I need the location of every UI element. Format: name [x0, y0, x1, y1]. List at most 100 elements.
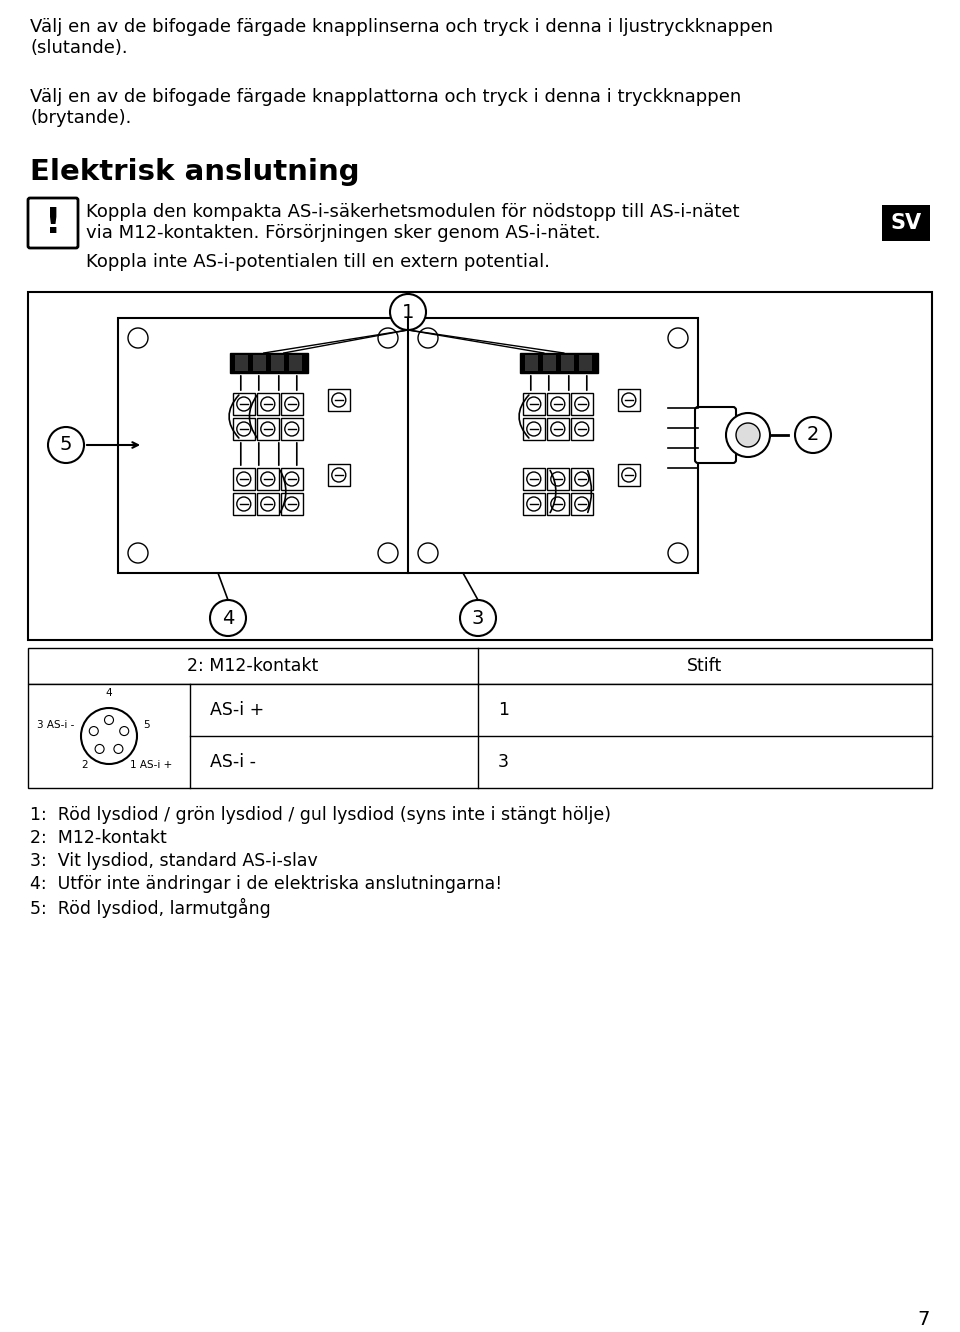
Text: 5: 5 [143, 719, 150, 730]
Text: 7: 7 [918, 1309, 930, 1329]
Circle shape [128, 328, 148, 348]
Circle shape [332, 393, 346, 408]
Bar [579, 356, 591, 372]
Circle shape [575, 422, 588, 436]
Circle shape [527, 397, 540, 412]
Circle shape [48, 428, 84, 464]
Text: 1: 1 [402, 302, 414, 321]
Circle shape [378, 328, 398, 348]
Text: 3: 3 [471, 609, 484, 627]
Circle shape [237, 472, 251, 486]
Bar [229, 353, 308, 373]
Text: 2: 2 [82, 761, 87, 770]
Bar [571, 393, 592, 416]
Bar [28, 685, 932, 789]
Circle shape [261, 497, 275, 511]
Circle shape [575, 397, 588, 412]
Bar [257, 393, 278, 416]
Text: SV: SV [891, 213, 922, 233]
Bar [257, 493, 278, 515]
FancyBboxPatch shape [28, 198, 78, 248]
Bar [271, 356, 284, 372]
Bar [280, 418, 302, 440]
Bar [523, 393, 544, 416]
Bar [233, 418, 254, 440]
Bar [523, 493, 544, 515]
Text: 3: 3 [498, 753, 509, 771]
Circle shape [622, 393, 636, 408]
Bar [28, 292, 932, 639]
Circle shape [668, 543, 688, 563]
Circle shape [736, 424, 760, 448]
Circle shape [261, 397, 275, 412]
FancyBboxPatch shape [695, 408, 736, 464]
Text: !: ! [45, 206, 61, 240]
Bar [547, 468, 568, 490]
Circle shape [95, 745, 104, 754]
Bar [257, 468, 278, 490]
Circle shape [120, 726, 129, 735]
Bar [280, 393, 302, 416]
Circle shape [237, 497, 251, 511]
Circle shape [527, 472, 540, 486]
Bar [118, 318, 698, 573]
Text: 4: 4 [222, 609, 234, 627]
Bar [289, 356, 301, 372]
Circle shape [105, 715, 113, 725]
Circle shape [551, 497, 564, 511]
Circle shape [460, 599, 496, 635]
Bar [280, 493, 302, 515]
Bar [233, 468, 254, 490]
Text: AS-i -: AS-i - [210, 753, 256, 771]
Bar [618, 464, 639, 486]
Circle shape [418, 328, 438, 348]
Circle shape [237, 397, 251, 412]
Circle shape [575, 497, 588, 511]
Bar [571, 418, 592, 440]
Bar [28, 647, 932, 685]
Bar [327, 464, 349, 486]
Text: 2: 2 [806, 425, 819, 445]
Text: 2:  M12-kontakt: 2: M12-kontakt [30, 829, 167, 847]
Bar [252, 356, 266, 372]
Bar [519, 353, 598, 373]
Bar [547, 493, 568, 515]
Bar [618, 389, 639, 412]
Circle shape [668, 328, 688, 348]
Bar [547, 418, 568, 440]
Text: 4:  Utför inte ändringar i de elektriska anslutningarna!: 4: Utför inte ändringar i de elektriska … [30, 875, 502, 892]
Text: AS-i +: AS-i + [210, 701, 264, 719]
Bar [257, 418, 278, 440]
Circle shape [285, 422, 299, 436]
Text: 5: 5 [60, 436, 72, 454]
Bar [523, 418, 544, 440]
Circle shape [575, 472, 588, 486]
Circle shape [527, 497, 540, 511]
Text: 5:  Röd lysdiod, larmutgång: 5: Röd lysdiod, larmutgång [30, 898, 271, 918]
Circle shape [551, 472, 564, 486]
Bar [571, 468, 592, 490]
Circle shape [795, 417, 831, 453]
Circle shape [261, 422, 275, 436]
Bar [542, 356, 556, 372]
Text: Elektrisk anslutning: Elektrisk anslutning [30, 159, 360, 186]
Bar [280, 468, 302, 490]
Circle shape [551, 422, 564, 436]
Text: Välj en av de bifogade färgade knapplattorna och tryck i denna i tryckknappen
(b: Välj en av de bifogade färgade knapplatt… [30, 88, 741, 127]
Text: Stift: Stift [687, 657, 723, 675]
Bar [523, 468, 544, 490]
Circle shape [622, 468, 636, 482]
Circle shape [285, 497, 299, 511]
Bar [525, 356, 538, 372]
Circle shape [285, 397, 299, 412]
Circle shape [81, 709, 137, 765]
Text: 4: 4 [106, 689, 112, 698]
Circle shape [378, 543, 398, 563]
Text: 1: 1 [498, 701, 509, 719]
Bar [233, 493, 254, 515]
Circle shape [418, 543, 438, 563]
Text: 1 AS-i +: 1 AS-i + [131, 761, 173, 770]
Circle shape [285, 472, 299, 486]
Bar [571, 493, 592, 515]
Circle shape [237, 422, 251, 436]
